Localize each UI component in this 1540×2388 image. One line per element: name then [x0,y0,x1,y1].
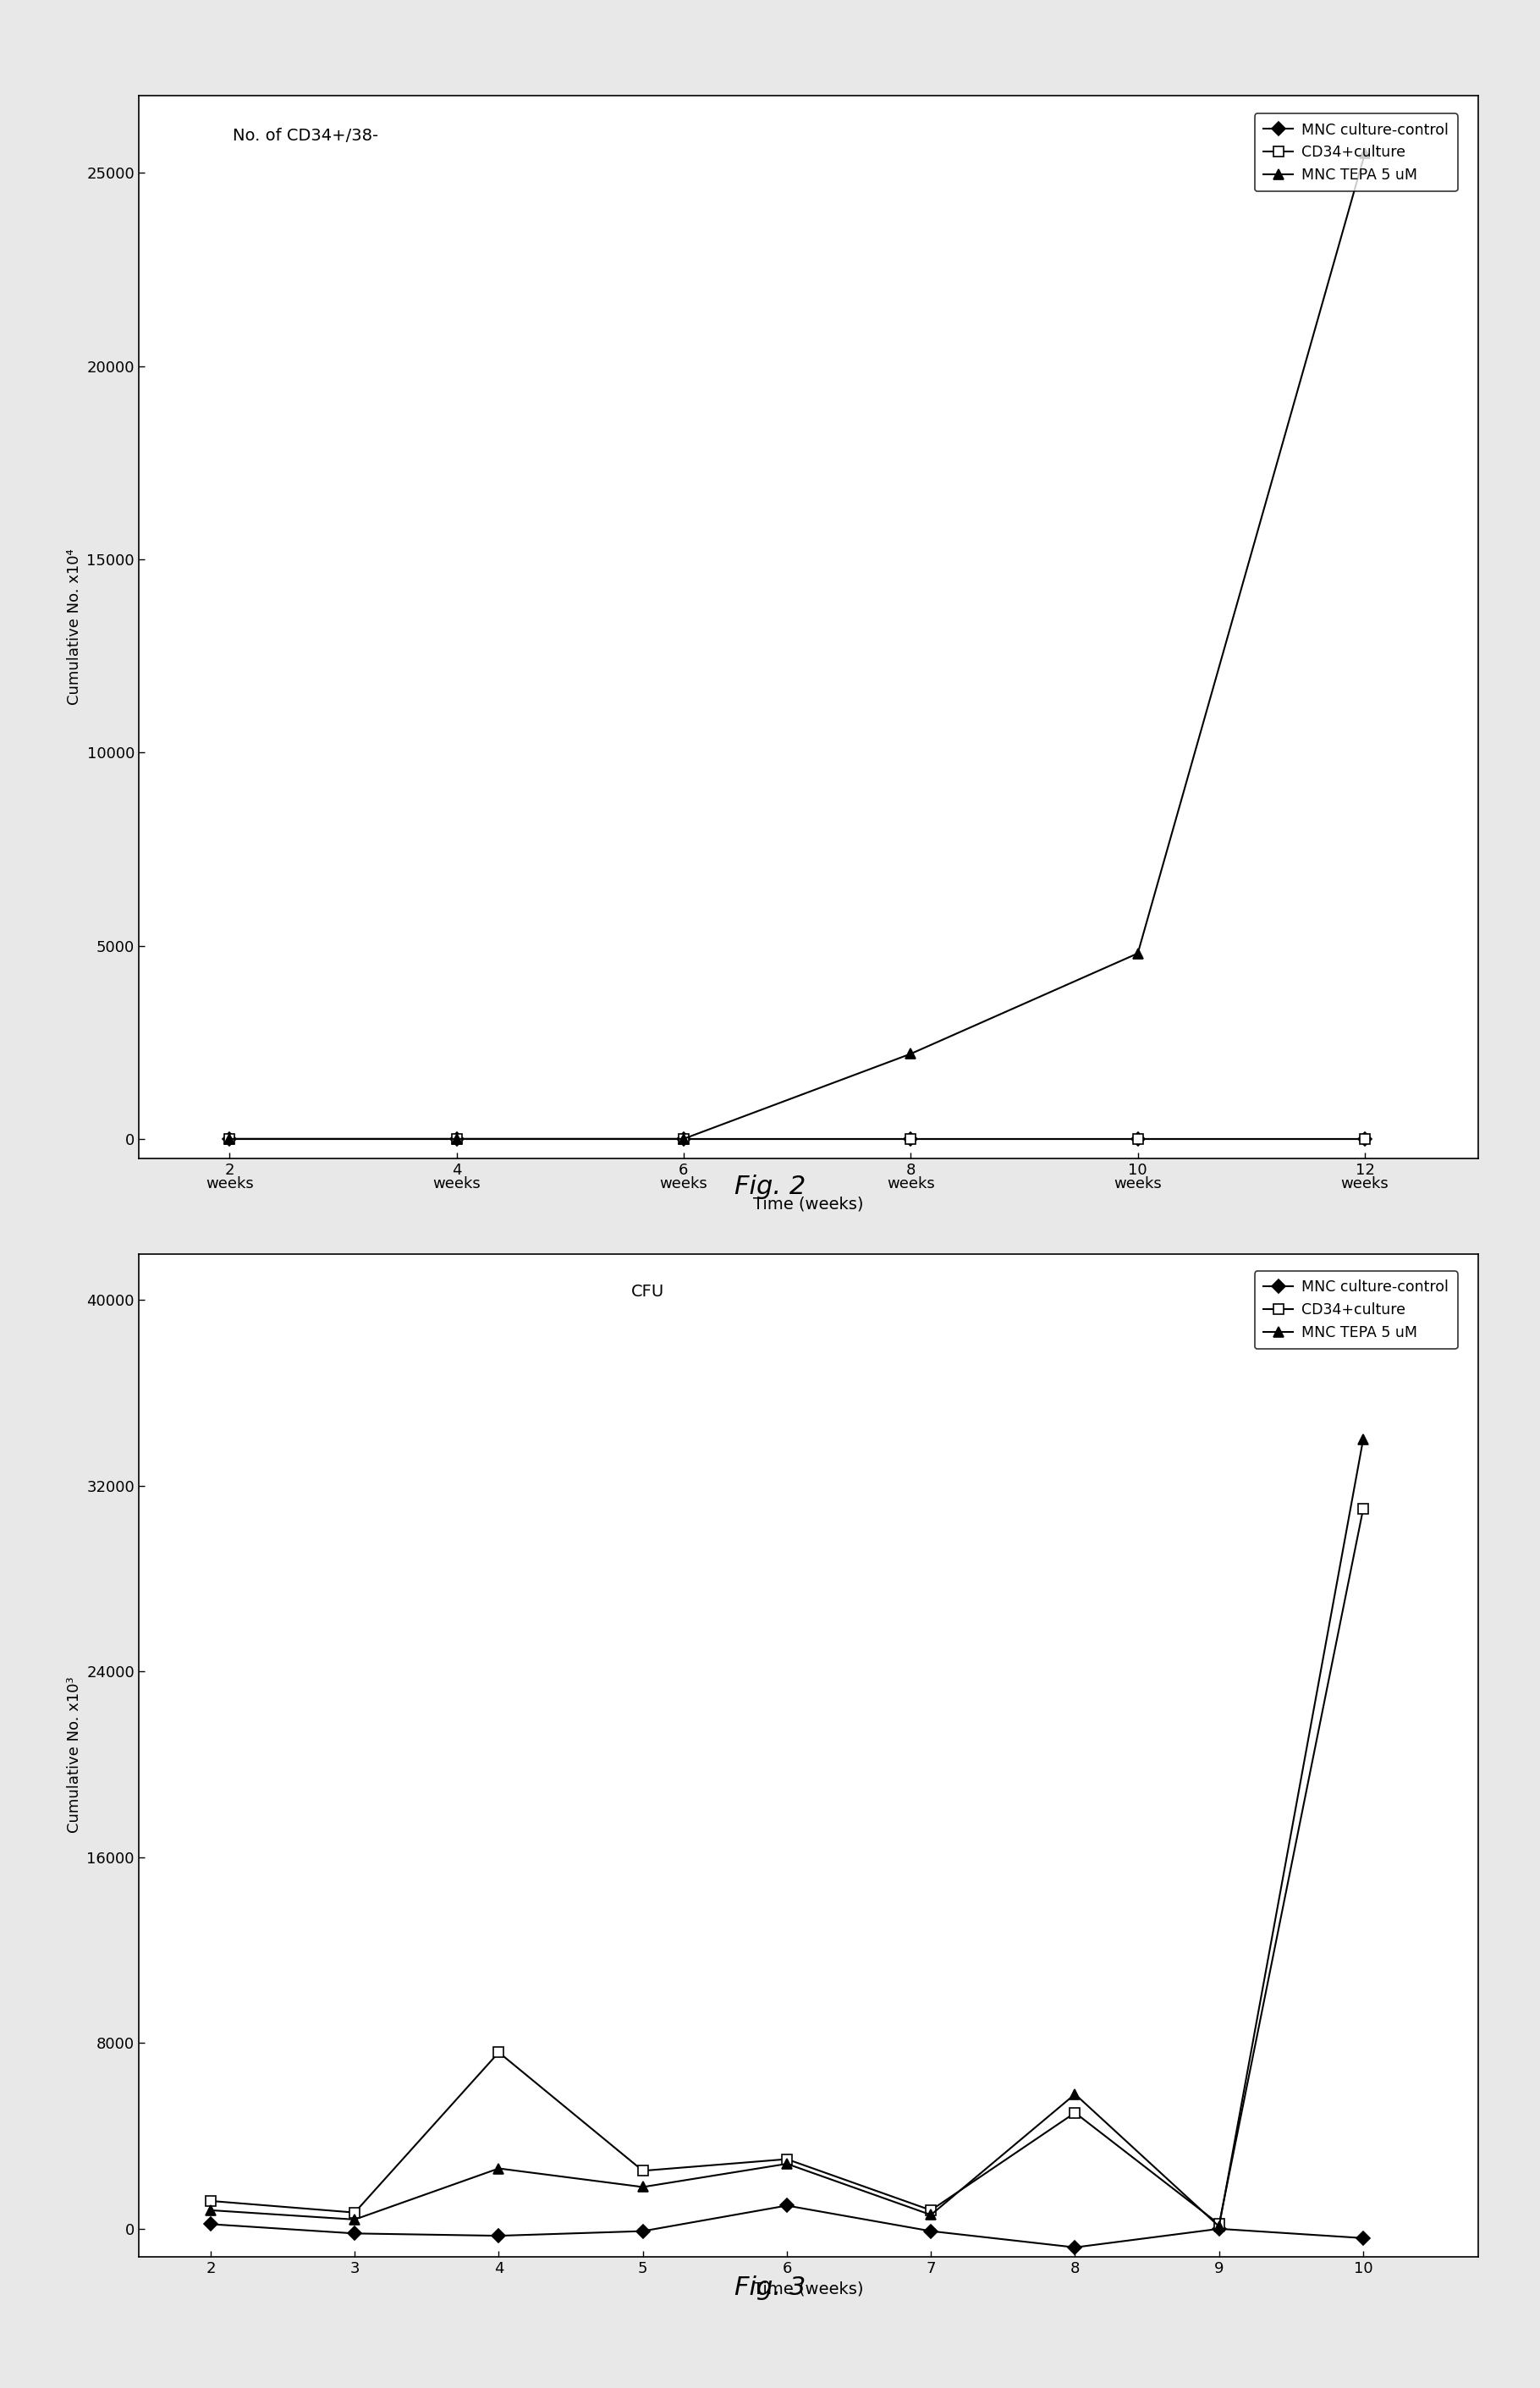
Line: MNC TEPA 5 uM: MNC TEPA 5 uM [205,1435,1369,2233]
CD34+culture [1066,2099,1084,2128]
MNC culture-control [901,1125,919,1153]
CD34+culture [778,2144,796,2173]
MNC culture-control [447,1125,465,1153]
CD34+culture [447,1125,465,1153]
MNC TEPA 5 uM [633,2173,651,2202]
Legend: MNC culture-control, CD34+culture, MNC TEPA 5 uM: MNC culture-control, CD34+culture, MNC T… [1255,1270,1458,1349]
MNC TEPA 5 uM [675,1125,693,1153]
MNC TEPA 5 uM [490,2154,508,2183]
CD34+culture [901,1125,919,1153]
MNC culture-control [922,2216,941,2245]
Line: CD34+culture: CD34+culture [225,1134,1371,1144]
MNC culture-control [1210,2214,1229,2242]
CD34+culture [490,2037,508,2066]
MNC TEPA 5 uM [1354,1426,1372,1454]
MNC culture-control [633,2216,651,2245]
MNC culture-control [778,2192,796,2221]
CD34+culture [922,2197,941,2226]
MNC TEPA 5 uM [1355,139,1374,167]
CD34+culture [345,2199,363,2228]
MNC culture-control [345,2218,363,2247]
X-axis label: Time (weeks): Time (weeks) [753,2281,864,2297]
MNC TEPA 5 uM [778,2149,796,2178]
MNC culture-control [1066,2233,1084,2261]
MNC TEPA 5 uM [1066,2080,1084,2109]
MNC culture-control [1355,1125,1374,1153]
CD34+culture [1355,1125,1374,1153]
CD34+culture [675,1125,693,1153]
CD34+culture [220,1125,239,1153]
Text: Fig. 3: Fig. 3 [735,2276,805,2300]
MNC TEPA 5 uM [1129,938,1147,967]
MNC TEPA 5 uM [922,2202,941,2230]
MNC TEPA 5 uM [202,2197,220,2226]
Line: MNC culture-control: MNC culture-control [206,2202,1368,2252]
MNC TEPA 5 uM [220,1125,239,1153]
CD34+culture [202,2187,220,2216]
MNC culture-control [1354,2223,1372,2252]
Legend: MNC culture-control, CD34+culture, MNC TEPA 5 uM: MNC culture-control, CD34+culture, MNC T… [1255,115,1458,191]
CD34+culture [1210,2209,1229,2238]
MNC TEPA 5 uM [1210,2211,1229,2240]
Y-axis label: Cumulative No. x10³: Cumulative No. x10³ [66,1676,82,1834]
MNC TEPA 5 uM [901,1039,919,1067]
Text: No. of CD34+/38-: No. of CD34+/38- [233,127,377,143]
Text: Fig. 2: Fig. 2 [735,1175,805,1199]
MNC culture-control [202,2209,220,2238]
Text: CFU: CFU [631,1285,664,1299]
MNC culture-control [220,1125,239,1153]
CD34+culture [1129,1125,1147,1153]
Line: MNC culture-control: MNC culture-control [225,1134,1369,1144]
Y-axis label: Cumulative No. x10⁴: Cumulative No. x10⁴ [66,549,82,704]
CD34+culture [633,2156,651,2185]
MNC TEPA 5 uM [345,2204,363,2233]
MNC culture-control [1129,1125,1147,1153]
MNC culture-control [490,2221,508,2249]
Line: CD34+culture: CD34+culture [205,1504,1369,2230]
X-axis label: Time (weeks): Time (weeks) [753,1196,864,1213]
CD34+culture [1354,1495,1372,1524]
MNC culture-control [675,1125,693,1153]
MNC TEPA 5 uM [447,1125,465,1153]
Line: MNC TEPA 5 uM: MNC TEPA 5 uM [225,148,1371,1144]
